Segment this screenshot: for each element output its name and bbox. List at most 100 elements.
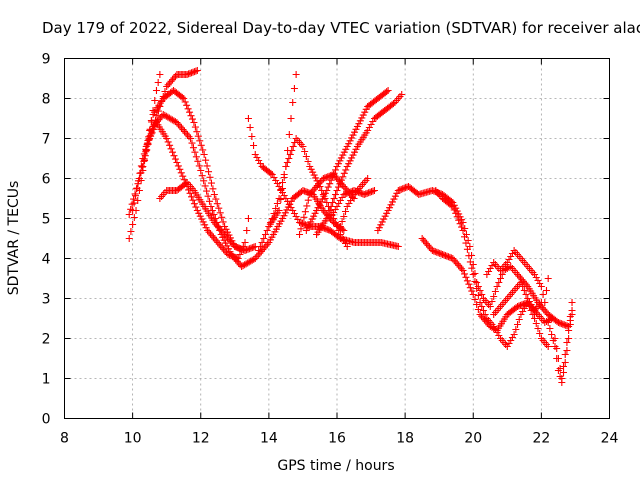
data-point bbox=[196, 137, 204, 145]
data-point bbox=[163, 135, 171, 142]
data-point bbox=[292, 71, 300, 78]
data-point bbox=[515, 316, 523, 323]
data-point bbox=[529, 311, 537, 318]
data-point bbox=[479, 307, 487, 314]
data-point bbox=[383, 88, 391, 96]
data-point bbox=[559, 320, 567, 328]
y-tick-label: 6 bbox=[42, 172, 51, 188]
x-axis-title: GPS time / hours bbox=[277, 458, 394, 474]
data-point bbox=[324, 183, 332, 191]
data-point bbox=[556, 319, 564, 327]
data-point bbox=[519, 308, 527, 315]
data-point bbox=[230, 253, 238, 261]
data-point bbox=[298, 219, 306, 227]
data-point bbox=[195, 162, 203, 170]
data-point bbox=[206, 173, 214, 181]
data-point bbox=[177, 124, 185, 132]
data-point bbox=[170, 152, 178, 160]
data-point bbox=[443, 252, 451, 260]
data-point bbox=[434, 249, 442, 257]
data-point bbox=[156, 114, 164, 122]
data-point bbox=[255, 157, 263, 164]
data-point bbox=[220, 245, 228, 253]
data-point bbox=[331, 206, 339, 213]
data-point bbox=[299, 143, 307, 150]
data-point bbox=[191, 148, 199, 156]
data-point bbox=[534, 277, 542, 284]
x-tick-label: 16 bbox=[328, 431, 346, 447]
x-tick-label: 10 bbox=[124, 431, 142, 447]
data-point bbox=[190, 200, 198, 208]
y-tick-label: 1 bbox=[42, 372, 51, 388]
data-point bbox=[459, 267, 467, 274]
data-point bbox=[312, 183, 320, 191]
data-point bbox=[514, 271, 522, 278]
data-point bbox=[554, 355, 562, 362]
data-point bbox=[222, 232, 230, 240]
data-point bbox=[563, 339, 571, 346]
data-point bbox=[342, 166, 350, 174]
data-point bbox=[522, 291, 530, 298]
data-point bbox=[189, 68, 197, 76]
data-point bbox=[450, 256, 458, 264]
data-point bbox=[261, 231, 269, 238]
data-point bbox=[327, 176, 335, 184]
data-point bbox=[471, 296, 479, 303]
data-point bbox=[330, 169, 338, 177]
data-point bbox=[389, 100, 397, 108]
x-tick-label: 18 bbox=[396, 431, 414, 447]
data-point bbox=[396, 186, 404, 194]
data-point bbox=[219, 229, 227, 237]
data-point bbox=[531, 271, 539, 278]
data-point bbox=[139, 163, 147, 170]
data-point bbox=[449, 255, 457, 262]
data-point bbox=[275, 195, 283, 202]
data-point bbox=[365, 189, 373, 197]
data-point bbox=[267, 169, 275, 177]
data-point bbox=[364, 127, 372, 134]
data-point bbox=[565, 327, 573, 334]
data-point bbox=[285, 131, 293, 138]
data-point bbox=[339, 173, 347, 181]
series-track-19 bbox=[490, 279, 545, 318]
data-point bbox=[211, 235, 219, 243]
data-point bbox=[459, 227, 467, 234]
data-point bbox=[520, 287, 528, 294]
data-point bbox=[304, 196, 312, 204]
data-point bbox=[340, 213, 348, 220]
data-point bbox=[245, 245, 253, 253]
data-point bbox=[218, 213, 226, 221]
data-point bbox=[251, 151, 259, 158]
data-point bbox=[337, 176, 345, 184]
data-point bbox=[228, 239, 236, 247]
data-point bbox=[497, 275, 504, 282]
y-tick-labels: 0 1 2 3 4 5 6 7 8 9 bbox=[42, 52, 51, 428]
data-point bbox=[360, 191, 368, 198]
data-point bbox=[244, 215, 252, 222]
data-point bbox=[182, 129, 190, 137]
data-point bbox=[469, 271, 477, 278]
data-point bbox=[206, 197, 214, 205]
data-point bbox=[183, 71, 191, 78]
data-point bbox=[537, 299, 545, 306]
x-tick-label: 22 bbox=[532, 431, 550, 447]
data-point bbox=[190, 68, 198, 76]
y-tick-label: 3 bbox=[42, 292, 51, 308]
data-point bbox=[292, 213, 300, 220]
data-point bbox=[369, 187, 377, 195]
data-point bbox=[167, 77, 175, 85]
data-point bbox=[505, 264, 513, 271]
data-point bbox=[512, 326, 520, 333]
series-track-5 bbox=[142, 119, 252, 262]
data-point bbox=[272, 177, 280, 184]
data-point bbox=[554, 319, 562, 326]
data-point bbox=[460, 233, 468, 241]
data-point bbox=[324, 211, 332, 218]
data-point bbox=[478, 303, 486, 310]
data-point bbox=[348, 194, 356, 201]
data-point bbox=[189, 196, 197, 204]
data-point bbox=[268, 171, 276, 178]
data-point bbox=[524, 295, 532, 302]
data-point bbox=[471, 270, 479, 277]
data-point bbox=[232, 243, 240, 251]
